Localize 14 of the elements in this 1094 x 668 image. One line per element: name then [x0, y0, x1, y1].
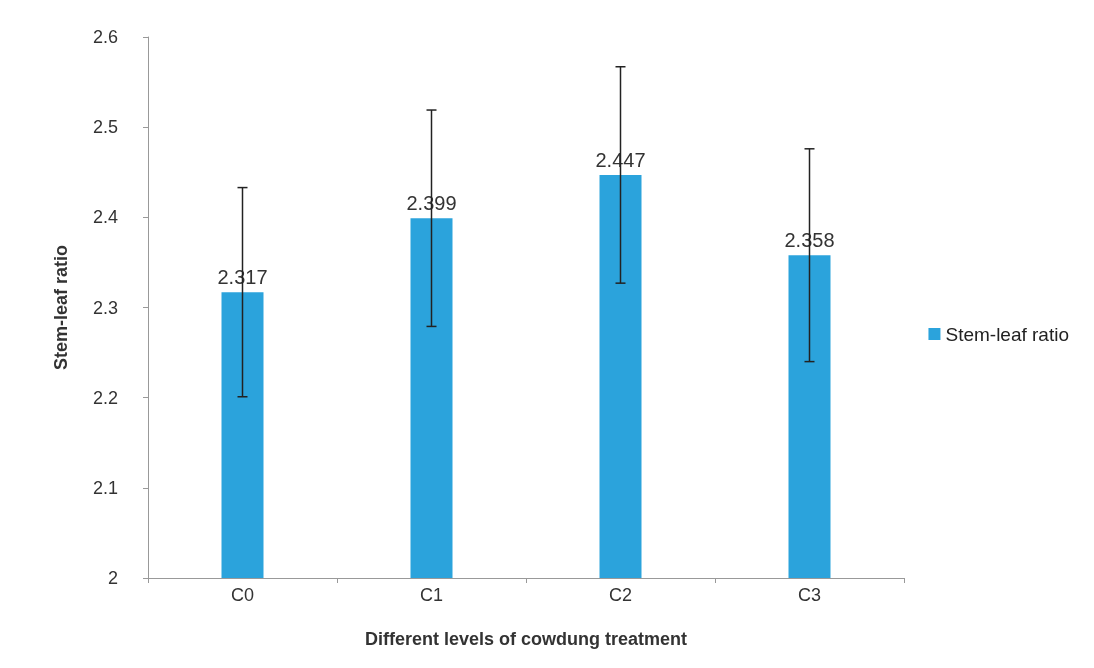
y-axis-title: Stem-leaf ratio: [51, 244, 71, 371]
y-tick-label: 2: [107, 568, 118, 588]
x-tick-label: C3: [797, 585, 822, 605]
y-tick-label: 2.4: [92, 207, 118, 228]
x-axis-title: Different levels of cowdung treatment: [364, 629, 688, 649]
x-tick-label: C2: [608, 585, 633, 605]
y-tick-label: 2.6: [92, 27, 118, 47]
y-tick-label: 2.3: [92, 297, 118, 318]
x-tick-label: C0: [230, 585, 255, 605]
x-tick-label: C1: [419, 585, 444, 605]
legend-label: Stem-leaf ratio: [945, 323, 1069, 345]
y-tick-label: 2.1: [92, 477, 118, 498]
y-tick-label: 2.2: [92, 387, 118, 408]
y-tick-label: 2.5: [92, 117, 118, 138]
